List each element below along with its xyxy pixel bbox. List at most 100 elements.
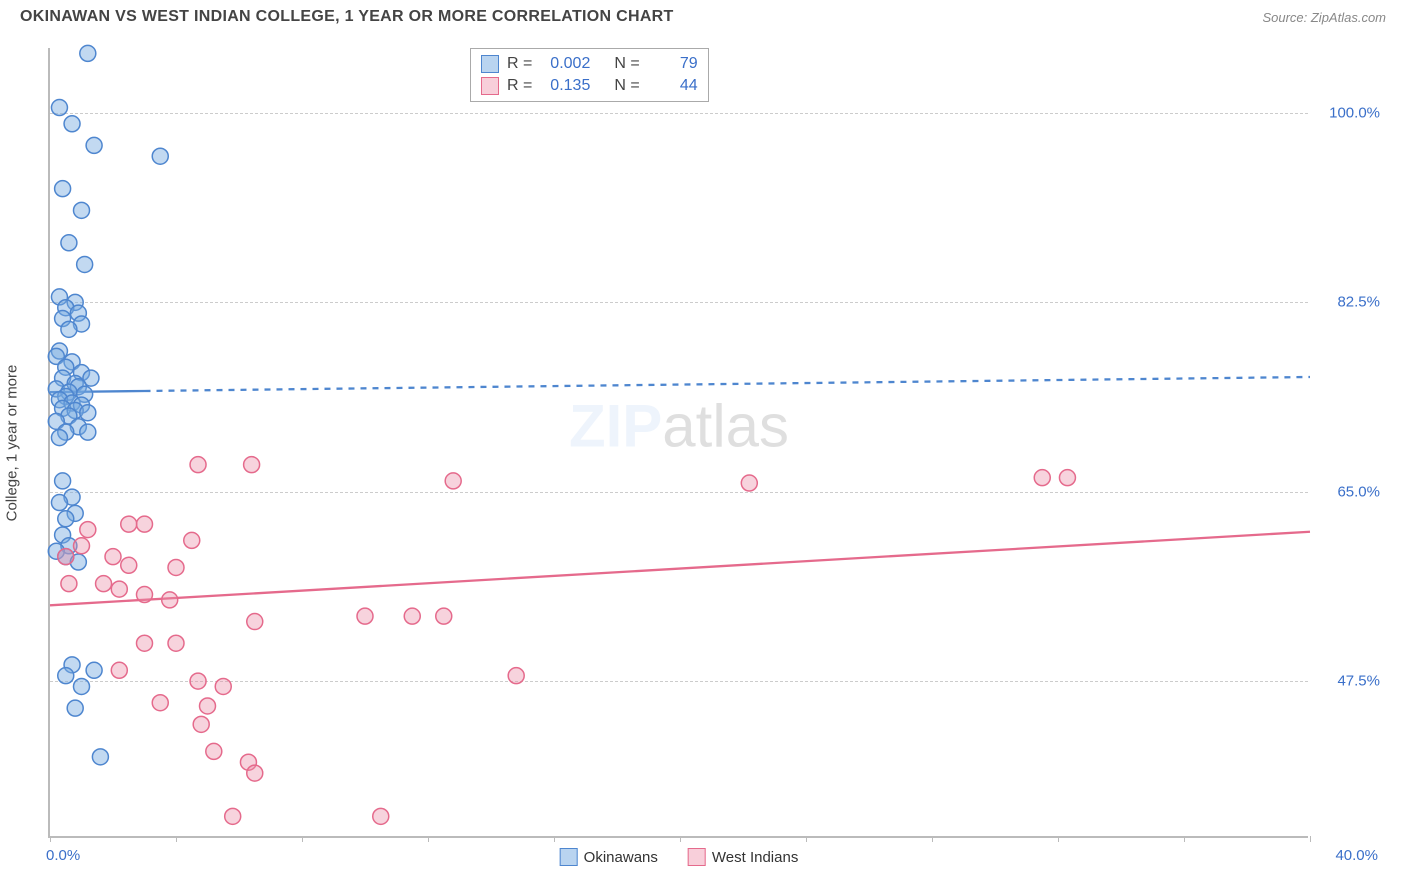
scatter-point [80, 405, 96, 421]
scatter-point [74, 202, 90, 218]
swatch-icon [560, 848, 578, 866]
scatter-point [67, 700, 83, 716]
scatter-point [58, 511, 74, 527]
scatter-point [508, 668, 524, 684]
x-tick [680, 836, 681, 842]
x-tick [428, 836, 429, 842]
legend-label: West Indians [712, 849, 798, 866]
scatter-point [74, 678, 90, 694]
legend-stats-box: R = 0.002 N = 79 R = 0.135 N = 44 [470, 48, 709, 102]
scatter-point [80, 522, 96, 538]
scatter-point [137, 635, 153, 651]
scatter-point [190, 673, 206, 689]
scatter-point [58, 668, 74, 684]
x-axis-max-label: 40.0% [1335, 847, 1378, 864]
x-axis-min-label: 0.0% [46, 847, 80, 864]
chart-title: OKINAWAN VS WEST INDIAN COLLEGE, 1 YEAR … [20, 8, 674, 26]
scatter-point [200, 698, 216, 714]
scatter-point [55, 473, 71, 489]
swatch-icon [481, 55, 499, 73]
x-tick [1184, 836, 1185, 842]
stat-r-label: R = [507, 55, 532, 73]
scatter-point [190, 457, 206, 473]
scatter-point [64, 116, 80, 132]
legend-item: Okinawans [560, 848, 658, 866]
scatter-point [436, 608, 452, 624]
scatter-point [61, 321, 77, 337]
scatter-point [193, 716, 209, 732]
scatter-point [152, 148, 168, 164]
scatter-point [445, 473, 461, 489]
x-tick [1310, 836, 1311, 842]
scatter-point [168, 559, 184, 575]
scatter-point [244, 457, 260, 473]
scatter-point [86, 137, 102, 153]
legend-series: Okinawans West Indians [560, 848, 799, 866]
scatter-point [137, 587, 153, 603]
swatch-icon [688, 848, 706, 866]
y-tick-label: 47.5% [1320, 673, 1380, 690]
scatter-point [86, 662, 102, 678]
trend-line-dashed [145, 377, 1311, 391]
x-tick [50, 836, 51, 842]
x-tick [1058, 836, 1059, 842]
scatter-point [741, 475, 757, 491]
legend-label: Okinawans [584, 849, 658, 866]
scatter-point [373, 808, 389, 824]
scatter-point [92, 749, 108, 765]
scatter-point [51, 495, 67, 511]
y-tick-label: 100.0% [1320, 104, 1380, 121]
swatch-icon [481, 77, 499, 95]
scatter-point [1059, 470, 1075, 486]
scatter-point [121, 516, 137, 532]
scatter-point [206, 743, 222, 759]
scatter-point [162, 592, 178, 608]
stat-r-value: 0.002 [540, 55, 590, 73]
x-tick [176, 836, 177, 842]
scatter-point [61, 576, 77, 592]
scatter-point [1034, 470, 1050, 486]
scatter-point [247, 765, 263, 781]
scatter-point [77, 256, 93, 272]
scatter-point [58, 549, 74, 565]
legend-stats-row: R = 0.135 N = 44 [481, 75, 698, 97]
legend-item: West Indians [688, 848, 798, 866]
plot-area: ZIPatlas 47.5%65.0%82.5%100.0% R = 0.002… [48, 48, 1308, 838]
stat-r-label: R = [507, 77, 532, 95]
stat-r-value: 0.135 [540, 77, 590, 95]
scatter-point [357, 608, 373, 624]
scatter-point [121, 557, 137, 573]
scatter-point [80, 424, 96, 440]
scatter-point [61, 235, 77, 251]
source-attribution: Source: ZipAtlas.com [1262, 10, 1386, 25]
trend-line [50, 532, 1310, 606]
scatter-point [111, 662, 127, 678]
scatter-plot-svg [50, 48, 1308, 836]
scatter-point [168, 635, 184, 651]
scatter-point [184, 532, 200, 548]
scatter-point [404, 608, 420, 624]
scatter-point [80, 45, 96, 61]
scatter-point [105, 549, 121, 565]
stat-n-value: 79 [648, 55, 698, 73]
scatter-point [111, 581, 127, 597]
legend-stats-row: R = 0.002 N = 79 [481, 53, 698, 75]
scatter-point [55, 181, 71, 197]
y-tick-label: 82.5% [1320, 294, 1380, 311]
scatter-point [152, 695, 168, 711]
stat-n-value: 44 [648, 77, 698, 95]
scatter-point [137, 516, 153, 532]
scatter-point [74, 538, 90, 554]
y-tick-label: 65.0% [1320, 483, 1380, 500]
stat-n-label: N = [614, 77, 639, 95]
scatter-point [51, 430, 67, 446]
x-tick [806, 836, 807, 842]
y-axis-title: College, 1 year or more [4, 365, 21, 522]
chart-container: College, 1 year or more ZIPatlas 47.5%65… [48, 48, 1388, 838]
x-tick [932, 836, 933, 842]
scatter-point [247, 614, 263, 630]
scatter-point [215, 678, 231, 694]
x-tick [302, 836, 303, 842]
scatter-point [96, 576, 112, 592]
stat-n-label: N = [614, 55, 639, 73]
